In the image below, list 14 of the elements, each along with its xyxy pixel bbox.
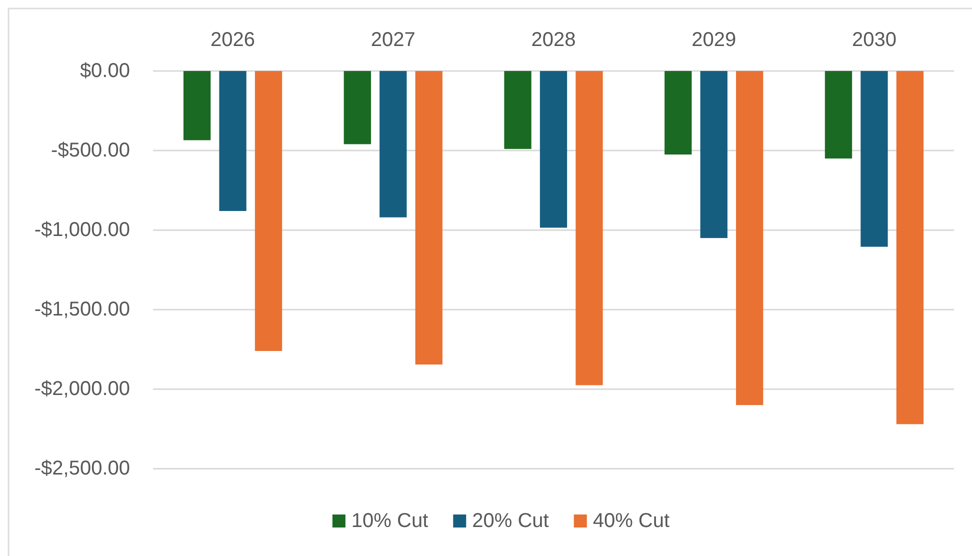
y-tick-label: -$500.00 (51, 140, 130, 162)
x-tick-label: 2026 (210, 29, 256, 51)
legend-label: 40% Cut (592, 510, 670, 532)
x-tick-label: 2027 (370, 29, 416, 51)
y-tick-label: $0.00 (80, 60, 130, 82)
y-tick-label: -$2,000.00 (34, 378, 130, 400)
x-tick-label: 2030 (852, 29, 896, 51)
legend-label: 20% Cut (472, 510, 550, 532)
y-tick-label: -$1,000.00 (34, 219, 130, 242)
y-tick-label: -$1,500.00 (34, 298, 130, 321)
legend-label: 10% Cut (351, 510, 429, 532)
y-tick-label: -$2,500.00 (34, 458, 130, 480)
x-tick-label: 2029 (692, 29, 736, 51)
x-tick-label: 2028 (531, 29, 576, 51)
